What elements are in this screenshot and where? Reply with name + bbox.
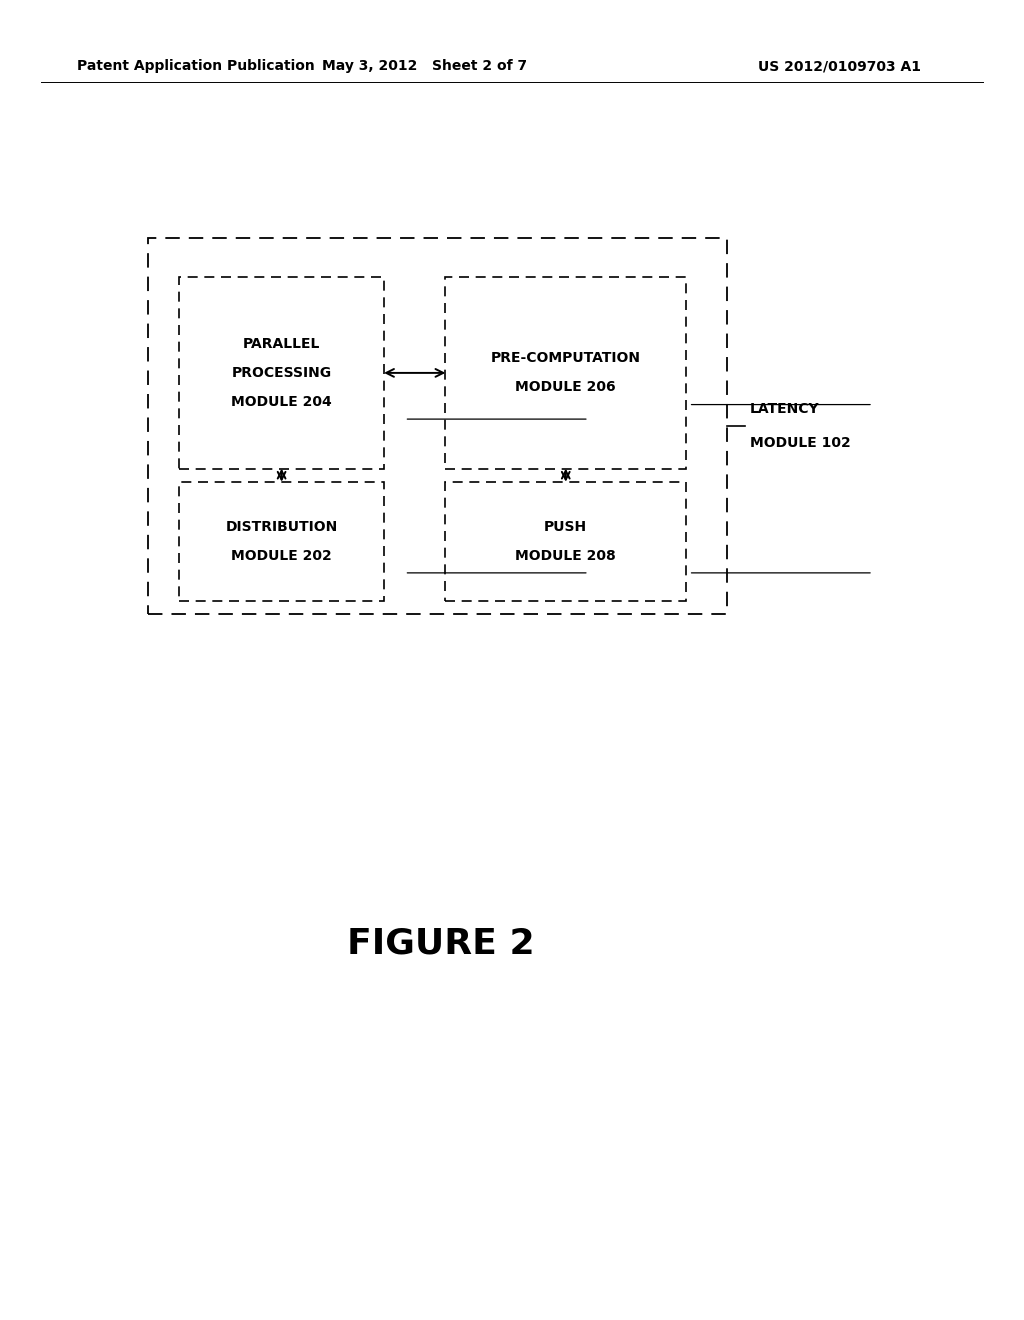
Text: PRE-COMPUTATION: PRE-COMPUTATION (490, 351, 641, 366)
Text: MODULE 206: MODULE 206 (515, 380, 616, 395)
Text: FIGURE 2: FIGURE 2 (346, 927, 535, 961)
Text: LATENCY: LATENCY (750, 401, 819, 416)
Text: DISTRIBUTION: DISTRIBUTION (225, 520, 338, 533)
Text: MODULE 202: MODULE 202 (231, 549, 332, 562)
Text: US 2012/0109703 A1: US 2012/0109703 A1 (758, 59, 922, 73)
Text: Patent Application Publication: Patent Application Publication (77, 59, 314, 73)
Text: MODULE 208: MODULE 208 (515, 549, 616, 562)
Text: PROCESSING: PROCESSING (231, 366, 332, 380)
Text: May 3, 2012   Sheet 2 of 7: May 3, 2012 Sheet 2 of 7 (323, 59, 527, 73)
Text: PARALLEL: PARALLEL (243, 337, 321, 351)
Text: MODULE 102: MODULE 102 (750, 436, 850, 450)
Text: PUSH: PUSH (544, 520, 588, 533)
Text: MODULE 204: MODULE 204 (231, 395, 332, 409)
